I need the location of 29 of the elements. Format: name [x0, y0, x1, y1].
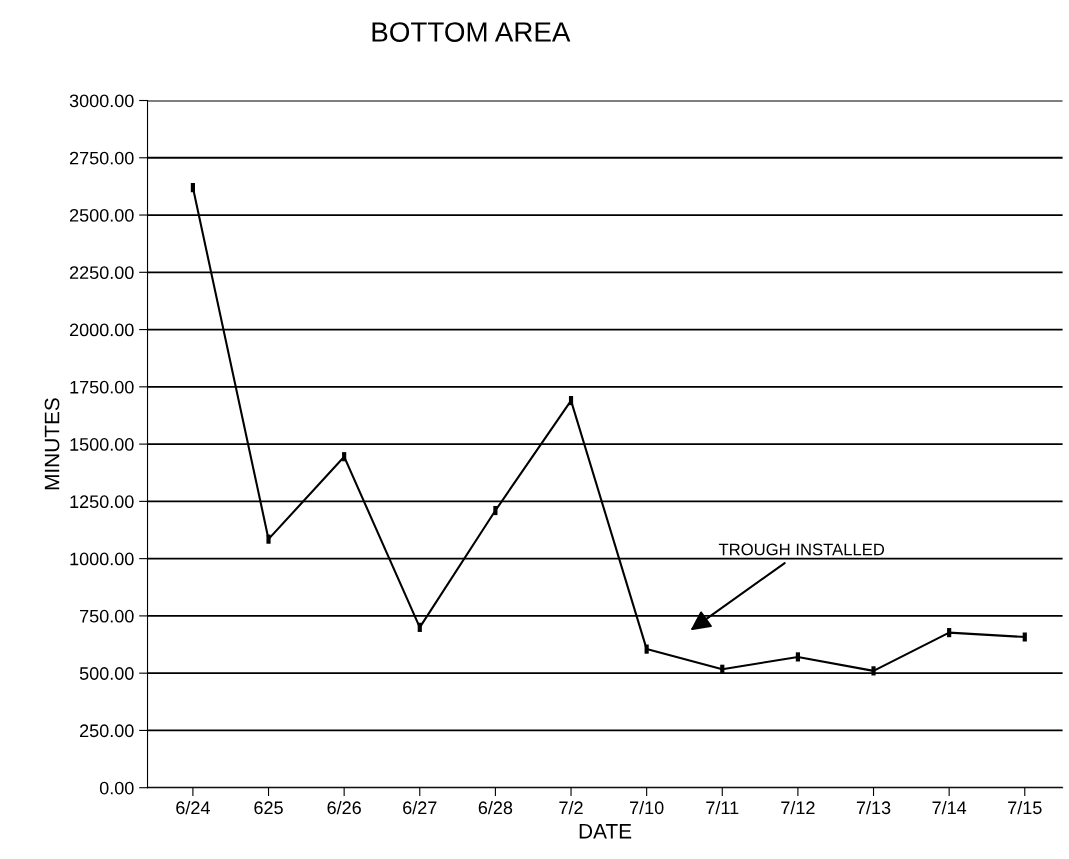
- x-tick-label: 7/15: [1008, 800, 1042, 815]
- y-tick-label: 3000.00: [69, 94, 134, 108]
- x-axis-title: DATE: [579, 824, 632, 839]
- x-tick-label: 6/27: [403, 800, 437, 815]
- annotation: TROUGH INSTALLED: [718, 543, 885, 556]
- y-tick-label: 2000.00: [69, 323, 134, 337]
- y-tick-label: 1250.00: [70, 495, 134, 509]
- y-axis-title: MINUTES: [44, 398, 60, 490]
- y-tick-label: 0.00: [99, 781, 134, 795]
- y-tick-label: 1500.00: [70, 438, 134, 451]
- x-tick-label: 7/14: [932, 800, 967, 815]
- x-tick-label: 7/11: [706, 800, 739, 815]
- x-tick-label: 6/28: [478, 800, 513, 815]
- y-tick-label: 500.00: [79, 667, 134, 680]
- y-tick-label: 1750.00: [70, 380, 134, 394]
- chart-title: BOTTOM AREA: [372, 22, 571, 42]
- x-tick-label: 625: [254, 801, 283, 815]
- x-tick-label: 7/13: [856, 800, 891, 815]
- x-tick-label: 7/2: [559, 800, 583, 815]
- y-tick-label: 2750.00: [69, 151, 134, 165]
- x-tick-label: 7/12: [781, 800, 815, 815]
- y-tick-label: 1000.00: [70, 552, 134, 566]
- x-tick-label: 6/24: [176, 800, 210, 815]
- y-tick-label: 2500.00: [69, 208, 134, 222]
- y-tick-label: 250.00: [80, 724, 134, 738]
- y-tick-label: 750.00: [80, 609, 134, 623]
- x-tick-label: 6/26: [327, 800, 361, 815]
- x-tick-label: 7/10: [630, 800, 664, 815]
- y-tick-label: 2250.00: [69, 266, 134, 280]
